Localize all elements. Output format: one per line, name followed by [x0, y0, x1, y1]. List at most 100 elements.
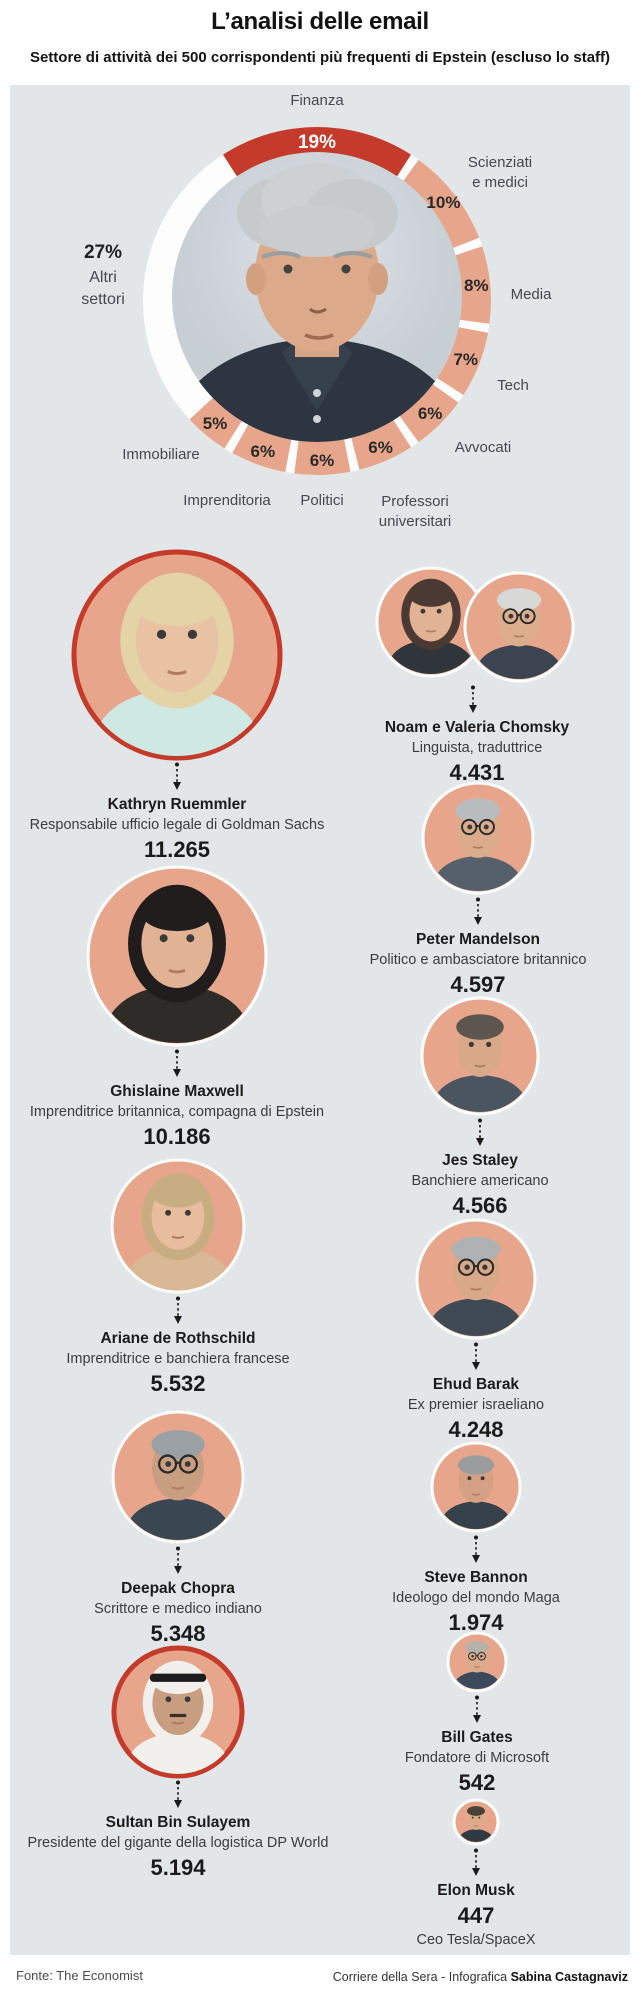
- person-entry-elon-musk: Elon Musk 447 Ceo Tesla/SpaceX: [311, 1880, 640, 1950]
- person-role: Politico e ambasciatore britannico: [369, 952, 587, 968]
- person-name: Peter Mandelson: [415, 931, 541, 948]
- person-role: Imprenditrice britannica, compagna di Ep…: [29, 1104, 325, 1120]
- person-count: 4.597: [450, 972, 506, 997]
- person-name: Elon Musk: [437, 1882, 515, 1899]
- source-note: Fonte: The Economist: [16, 1968, 143, 1983]
- person-photo: [430, 1441, 522, 1533]
- epstein-photo: [172, 152, 462, 442]
- credit-prefix: Corriere della Sera - Infografica: [332, 1970, 508, 1984]
- person-entry-ghislaine-maxwell: Ghislaine Maxwell Imprenditrice britannic…: [3, 1081, 351, 1151]
- segment-value-7: 6%: [250, 441, 276, 461]
- person-name: Ariane de Rothschild: [100, 1330, 256, 1347]
- person-name: Ehud Barak: [432, 1376, 520, 1393]
- person-entry-steve-bannon: Steve Bannon Ideologo del mondo Maga 1.974: [311, 1567, 640, 1637]
- person-role: Ideologo del mondo Maga: [392, 1590, 560, 1606]
- segment-label-9: Altri settori: [81, 269, 125, 308]
- segment-value-5: 6%: [368, 437, 393, 457]
- segment-value-6: 6%: [309, 450, 335, 470]
- person-role: Fondatore di Microsoft: [404, 1750, 550, 1766]
- segment-label-4: Avvocati: [454, 439, 512, 456]
- connector-arrow: [473, 1695, 481, 1723]
- person-name: Jes Staley: [442, 1152, 518, 1169]
- person-count: 4.431: [449, 760, 505, 785]
- person-role: Ex premier israeliano: [407, 1397, 545, 1413]
- connector-arrow: [173, 1049, 181, 1077]
- person-photo: [71, 549, 283, 761]
- person-entry-bill-gates: Bill Gates Fondatore di Microsoft 542: [312, 1727, 640, 1797]
- person-count: 11.265: [143, 837, 211, 862]
- person-photo: [111, 1410, 245, 1544]
- person-name: Kathryn Ruemmler: [107, 796, 247, 813]
- connector-arrow: [174, 1546, 182, 1574]
- person-count: 4.248: [448, 1417, 504, 1442]
- person-count: 1.974: [448, 1610, 504, 1635]
- person-entry-deepak-chopra: Deepak Chopra Scrittore e medico indiano 5…: [4, 1578, 352, 1648]
- person-role: Banchiere americano: [411, 1173, 549, 1189]
- segment-label-1: Scienziati e medici: [467, 154, 533, 191]
- person-name: Noam e Valeria Chomsky: [384, 719, 570, 736]
- page-subtitle: Settore di attività dei 500 corrisponden…: [29, 49, 611, 66]
- connector-arrow: [476, 1118, 484, 1146]
- person-role: Linguista, traduttrice: [411, 740, 543, 756]
- donut-svg: [143, 127, 492, 475]
- person-entry-ariane-de-rothschild: Ariane de Rothschild Imprenditrice e banc…: [4, 1328, 352, 1398]
- person-count: 5.194: [150, 1855, 206, 1880]
- segment-value-2: 8%: [463, 275, 489, 295]
- connector-arrow: [174, 1780, 182, 1808]
- person-count: 5.532: [150, 1371, 206, 1396]
- segment-label-3: Tech: [497, 377, 529, 394]
- credit-note: Corriere della Sera - Infografica Sabina…: [333, 1970, 628, 1984]
- connector-arrow: [472, 1848, 480, 1876]
- person-role: Ceo Tesla/SpaceX: [416, 1932, 536, 1948]
- person-photo: [86, 865, 268, 1047]
- segment-label-6: Politici: [300, 492, 344, 509]
- person-entry-kathryn-ruemmler: Kathryn Ruemmler Responsabile ufficio leg…: [3, 794, 351, 864]
- credit-author: Sabina Castagnaviz: [510, 1970, 628, 1984]
- segment-value-0: 19%: [297, 132, 337, 153]
- person-role: Scrittore e medico indiano: [94, 1601, 262, 1617]
- person-count: 447: [457, 1903, 495, 1928]
- person-count: 5.348: [150, 1621, 206, 1646]
- person-name: Steve Bannon: [424, 1569, 528, 1586]
- person-count: 10.186: [143, 1124, 211, 1149]
- connector-arrow: [472, 1535, 480, 1563]
- connector-arrow: [474, 897, 482, 925]
- person-photo: [446, 1631, 508, 1693]
- page-title: L’analisi delle email: [211, 8, 429, 35]
- person-name: Bill Gates: [441, 1729, 513, 1746]
- person-entry-ehud-barak: Ehud Barak Ex premier israeliano 4.248: [311, 1374, 640, 1444]
- segment-value-9: 27%: [83, 242, 123, 263]
- segment-label-0: Finanza: [290, 92, 344, 109]
- segment-value-3: 7%: [453, 349, 479, 369]
- person-entry-sultan-bin-sulayem: Sultan Bin Sulayem Presidente del gigante…: [4, 1812, 352, 1882]
- connector-arrow: [174, 1296, 182, 1324]
- person-photo: [375, 566, 575, 683]
- segment-label-5: Professori universitari: [378, 493, 452, 530]
- person-role: Imprenditrice e banchiera francese: [66, 1351, 290, 1367]
- person-count: 4.566: [452, 1193, 508, 1218]
- segment-label-8: Immobiliare: [122, 446, 200, 463]
- segment-label-7: Imprenditoria: [183, 492, 271, 509]
- person-photo: [415, 1218, 537, 1340]
- person-entry-jes-staley: Jes Staley Banchiere americano 4.566: [315, 1150, 640, 1220]
- segment-value-4: 6%: [417, 404, 443, 424]
- person-count: 542: [458, 1770, 496, 1795]
- person-role: Presidente del gigante della logistica D…: [27, 1835, 329, 1851]
- segment-label-2: Media: [510, 286, 552, 303]
- person-name: Deepak Chopra: [121, 1580, 235, 1597]
- person-photo: [110, 1158, 246, 1294]
- person-name: Sultan Bin Sulayem: [105, 1814, 251, 1831]
- person-photo: [452, 1798, 500, 1846]
- connector-arrow: [472, 1342, 480, 1370]
- person-name: Ghislaine Maxwell: [110, 1083, 244, 1100]
- person-entry-noam-valeria-chomsky: Noam e Valeria Chomsky Linguista, tradutt…: [312, 717, 640, 787]
- connector-arrow: [469, 685, 477, 713]
- person-entry-peter-mandelson: Peter Mandelson Politico e ambasciatore b…: [313, 929, 640, 999]
- person-photo: [421, 781, 535, 895]
- segment-value-8: 5%: [202, 414, 228, 434]
- person-role: Responsabile ufficio legale di Goldman S…: [29, 817, 325, 833]
- person-photo: [111, 1645, 245, 1779]
- segment-value-1: 10%: [426, 192, 461, 212]
- person-photo: [420, 996, 540, 1116]
